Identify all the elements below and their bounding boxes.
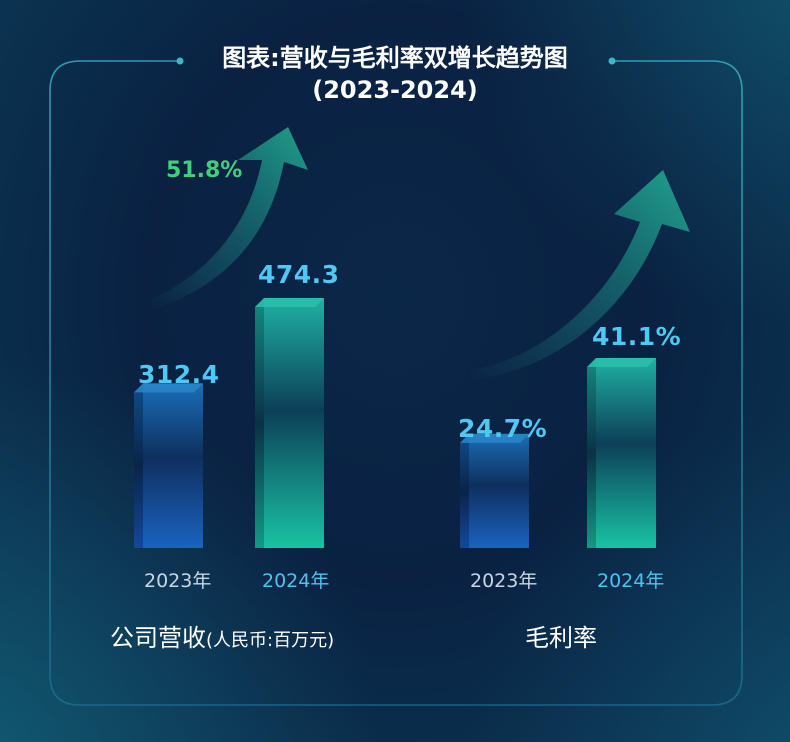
revenue-bar-2023-front xyxy=(143,383,203,548)
margin-bar-2023-side xyxy=(460,433,469,548)
chart-title: 图表:营收与毛利率双增长趋势图 xyxy=(222,44,568,72)
margin-x-tick-2024: 2024年 xyxy=(597,570,665,592)
growth-arrow-margin xyxy=(470,170,690,380)
margin-bar-2024-front xyxy=(596,358,656,548)
margin-x-tick-2023: 2023年 xyxy=(470,570,538,592)
margin-bar-2024-side xyxy=(587,358,596,548)
margin-bar-2024 xyxy=(587,358,656,548)
margin-bar-2023 xyxy=(460,433,529,548)
revenue-bar-2023-top xyxy=(134,383,203,393)
growth-arrow-revenue xyxy=(150,127,308,310)
margin-group-label: 毛利率 xyxy=(525,624,597,652)
margin-2024-value: 41.1% xyxy=(592,322,682,351)
revenue-bar-2023 xyxy=(134,383,203,548)
chart-subtitle: (2023-2024) xyxy=(312,76,478,104)
revenue-bar-2024-front xyxy=(264,298,324,548)
margin-bar-2023-front xyxy=(469,433,529,548)
revenue-2024-value: 474.3 xyxy=(258,260,340,289)
revenue-group-name: 公司营收 xyxy=(110,624,206,652)
revenue-growth-label: 51.8% xyxy=(166,158,243,183)
revenue-2023-value: 312.4 xyxy=(138,360,220,389)
revenue-x-tick-2024: 2024年 xyxy=(262,570,330,592)
margin-bar-2023-top xyxy=(460,433,529,443)
revenue-group-label: 公司营收(人民币:百万元) xyxy=(110,618,334,653)
revenue-bar-2024-side xyxy=(255,298,264,548)
frame-dot-right xyxy=(608,57,616,65)
revenue-bar-2024-top xyxy=(255,298,324,307)
frame-border xyxy=(49,60,743,706)
margin-bar-2024-top xyxy=(587,358,656,367)
revenue-x-tick-2023: 2023年 xyxy=(144,570,212,592)
revenue-unit-label: (人民币:百万元) xyxy=(206,630,335,651)
revenue-bar-2023-side xyxy=(134,383,143,548)
margin-2023-value: 24.7% xyxy=(458,414,548,443)
revenue-bar-2024 xyxy=(255,298,324,548)
frame-dot-left xyxy=(176,57,184,65)
